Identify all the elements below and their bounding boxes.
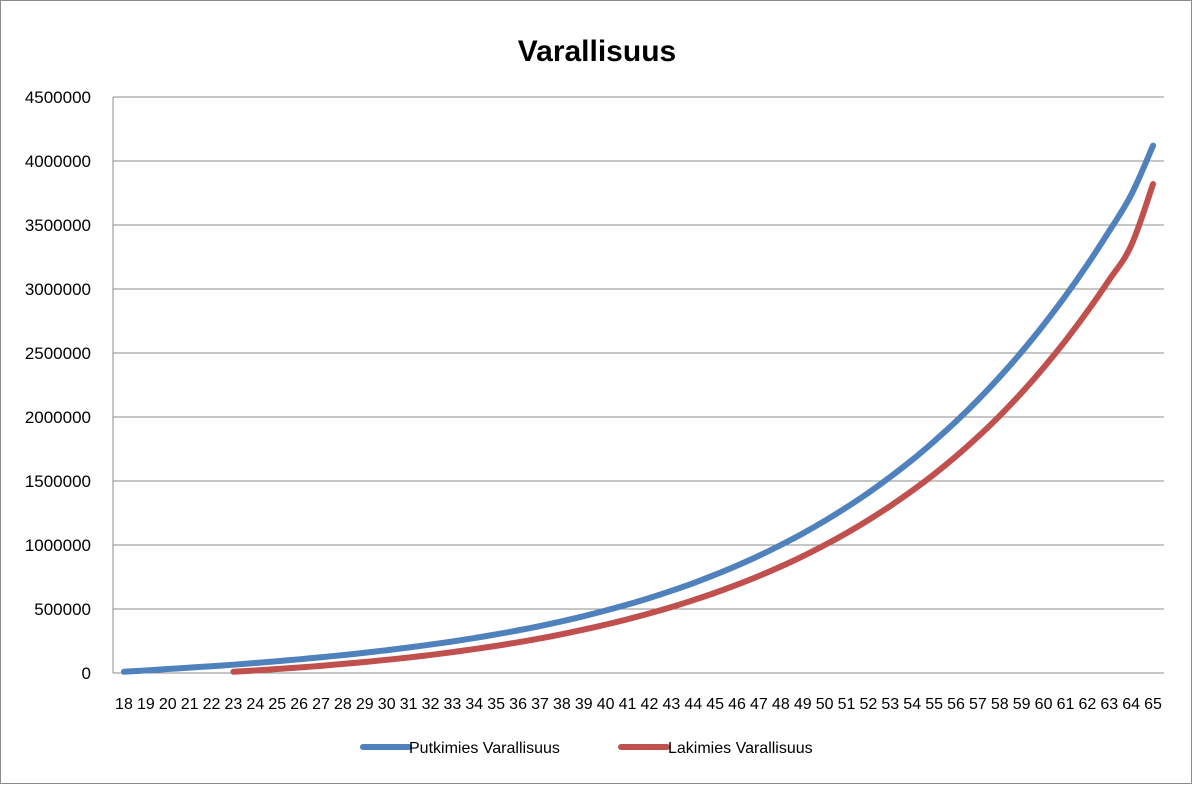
x-tick-label: 20 [159, 696, 177, 713]
chart-title: Varallisuus [518, 35, 676, 68]
x-tick-label: 19 [137, 696, 155, 713]
x-tick-label: 60 [1035, 696, 1053, 713]
y-tick-label: 1000000 [25, 536, 91, 555]
x-tick-label: 39 [575, 696, 593, 713]
x-tick-label: 29 [356, 696, 374, 713]
x-tick-label: 55 [925, 696, 943, 713]
x-tick-label: 54 [903, 696, 921, 713]
legend-label: Lakimies Varallisuus [668, 740, 813, 757]
x-tick-label: 50 [816, 696, 834, 713]
x-tick-label: 46 [728, 696, 746, 713]
y-tick-label: 0 [82, 664, 91, 683]
x-tick-label: 63 [1100, 696, 1118, 713]
x-tick-label: 34 [465, 696, 483, 713]
x-tick-label: 21 [181, 696, 199, 713]
x-tick-label: 52 [860, 696, 878, 713]
gridlines [112, 96, 1164, 674]
x-tick-label: 57 [969, 696, 987, 713]
y-tick-label: 2000000 [25, 408, 91, 427]
x-tick-label: 26 [290, 696, 308, 713]
x-tick-label: 30 [378, 696, 396, 713]
x-tick-label: 44 [684, 696, 702, 713]
legend: Putkimies Varallisuus Lakimies Varallisuu… [360, 740, 813, 757]
x-tick-label: 35 [487, 696, 505, 713]
x-tick-label: 65 [1144, 696, 1162, 713]
x-tick-label: 58 [991, 696, 1009, 713]
x-tick-label: 40 [597, 696, 615, 713]
y-tick-label: 1500000 [25, 472, 91, 491]
x-tick-label: 61 [1057, 696, 1075, 713]
x-tick-label: 49 [794, 696, 812, 713]
y-axis-labels: 0 500000 1000000 1500000 2000000 2500000 30000… [25, 88, 91, 683]
series-line-putkimies [120, 142, 1157, 675]
x-tick-label: 41 [619, 696, 637, 713]
x-tick-label: 64 [1122, 696, 1140, 713]
x-tick-label: 56 [947, 696, 965, 713]
x-tick-label: 32 [422, 696, 440, 713]
x-tick-label: 42 [641, 696, 659, 713]
x-tick-label: 38 [553, 696, 571, 713]
x-tick-label: 23 [225, 696, 243, 713]
x-tick-label: 48 [772, 696, 790, 713]
legend-label: Putkimies Varallisuus [409, 740, 560, 757]
x-tick-label: 62 [1078, 696, 1096, 713]
x-tick-label: 33 [443, 696, 461, 713]
x-tick-label: 59 [1013, 696, 1031, 713]
x-tick-label: 45 [706, 696, 724, 713]
x-tick-label: 31 [400, 696, 418, 713]
series-line-lakimies [230, 181, 1157, 675]
x-tick-label: 53 [881, 696, 899, 713]
x-tick-label: 36 [509, 696, 527, 713]
x-tick-label: 27 [312, 696, 330, 713]
y-tick-label: 4000000 [25, 152, 91, 171]
x-tick-label: 43 [662, 696, 680, 713]
x-axis-labels: 18 19 20 21 22 23 24 25 26 27 28 29 30 31 32 33 34 35 36 37… [115, 696, 1162, 713]
y-tick-label: 3500000 [25, 216, 91, 235]
y-tick-label: 2500000 [25, 344, 91, 363]
x-tick-label: 47 [750, 696, 768, 713]
x-tick-label: 51 [838, 696, 856, 713]
x-tick-label: 24 [246, 696, 264, 713]
y-tick-label: 3000000 [25, 280, 91, 299]
y-tick-label: 500000 [34, 600, 91, 619]
x-tick-label: 37 [531, 696, 549, 713]
x-tick-label: 18 [115, 696, 133, 713]
y-tick-label: 4500000 [25, 88, 91, 107]
x-tick-label: 28 [334, 696, 352, 713]
x-tick-label: 22 [203, 696, 221, 713]
x-tick-label: 25 [268, 696, 286, 713]
series-lines [120, 142, 1157, 675]
